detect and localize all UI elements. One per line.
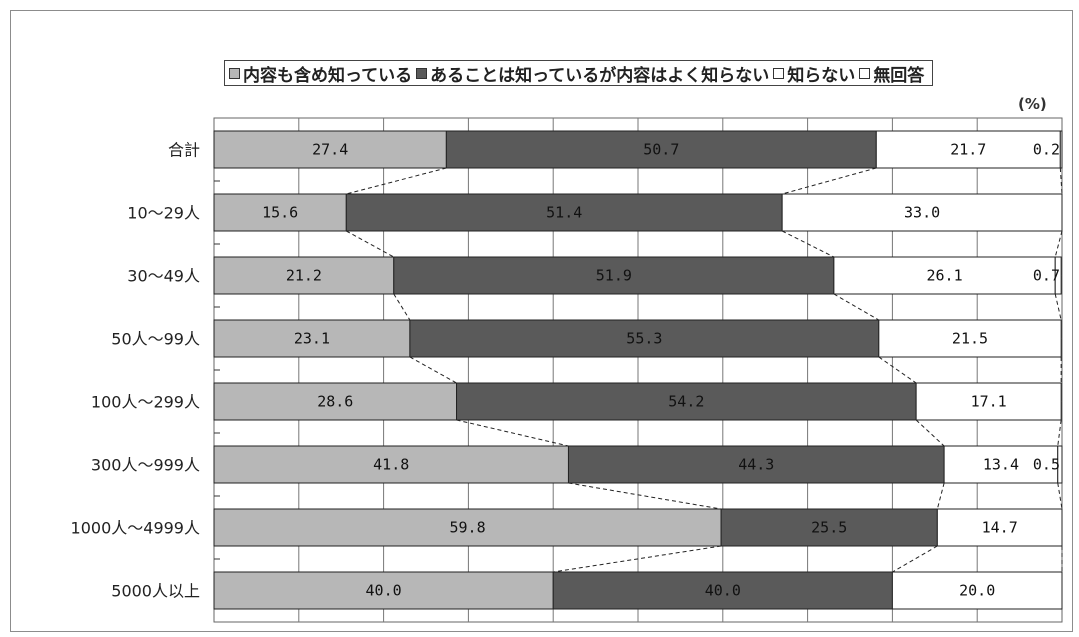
connector-line [346, 167, 447, 195]
data-label: 51.4 [546, 204, 582, 222]
connector-line [782, 167, 877, 195]
data-label: 20.0 [959, 582, 995, 600]
connector-line [346, 230, 395, 258]
legend-item-unknown: 知らない [773, 61, 855, 86]
unit-label: (%) [1018, 95, 1047, 113]
connector-lines [346, 167, 1063, 573]
bar-segment [213, 319, 411, 358]
chart-frame [10, 10, 1073, 632]
legend-swatch-known-content [229, 67, 240, 79]
bar-segment [1057, 445, 1063, 484]
data-label: 27.4 [312, 141, 348, 159]
bar-segment [875, 130, 1061, 169]
data-label: 15.6 [262, 204, 298, 222]
bar-segment [1054, 256, 1062, 295]
connector-line [1054, 230, 1063, 258]
category-label: 5000人以上 [111, 582, 200, 601]
bar-segment [213, 193, 347, 232]
bar-segment [456, 382, 917, 421]
data-label: 41.8 [373, 456, 409, 474]
data-label: 25.5 [811, 519, 847, 537]
legend-item-known-content: 内容も含め知っている [229, 61, 412, 86]
bar-segment [781, 193, 1063, 232]
data-label: 0.2 [1033, 141, 1060, 159]
category-label: 300人～999人 [91, 456, 200, 475]
data-label: 26.1 [926, 267, 962, 285]
connector-line [409, 356, 457, 384]
category-label: 合計 [168, 141, 200, 160]
bar-segment [213, 445, 569, 484]
connector-line [393, 293, 411, 321]
data-label: 0.5 [1033, 456, 1060, 474]
legend-label-no-answer: 無回答 [873, 65, 925, 86]
bar-segment [213, 256, 395, 295]
category-label: 10～29人 [127, 204, 200, 223]
data-label: 44.3 [738, 456, 774, 474]
bar-segment [213, 382, 458, 421]
data-label: 21.7 [950, 141, 986, 159]
connector-line [781, 230, 835, 258]
bar-segment [891, 571, 1063, 610]
data-label: 33.0 [904, 204, 940, 222]
data-label: 40.0 [366, 582, 402, 600]
legend-label-known-content: 内容も含め知っている [243, 65, 413, 86]
data-label: 59.8 [449, 519, 485, 537]
connector-line [1059, 167, 1063, 195]
legend-item-no-answer: 無回答 [859, 61, 924, 86]
connector-line [878, 356, 917, 384]
bar-segment [878, 319, 1062, 358]
connector-line [1054, 293, 1062, 321]
data-label: 21.5 [952, 330, 988, 348]
bar-segment [213, 508, 722, 547]
data-label: 40.0 [705, 582, 741, 600]
connector-line [915, 419, 945, 447]
connector-line [1057, 482, 1063, 510]
data-label: 21.2 [286, 267, 322, 285]
category-label: 100人～299人 [91, 393, 200, 412]
data-label: 54.2 [668, 393, 704, 411]
data-label: 0.7 [1033, 267, 1060, 285]
bar-segment [345, 193, 783, 232]
legend-label-known-existence: あることは知っているが内容はよく知らない [430, 65, 770, 86]
data-label: 14.7 [982, 519, 1018, 537]
category-label: 1000人～4999人 [71, 519, 200, 538]
bar-segment [213, 130, 447, 169]
bar-segment [936, 508, 1063, 547]
bar-segment [393, 256, 835, 295]
data-labels: 27.4 50.7 21.7 0.2 15.6 51.4 33.0 21.2 51.9 26.1 0… [262, 141, 1060, 600]
data-label: 13.4 [983, 456, 1019, 474]
bar-segment [1059, 130, 1063, 169]
bar-segment [213, 571, 554, 610]
legend-label-unknown: 知らない [787, 65, 856, 86]
data-label: 55.3 [626, 330, 662, 348]
connector-line [892, 545, 938, 573]
data-label: 17.1 [971, 393, 1007, 411]
connector-line [1057, 419, 1062, 447]
data-label: 28.6 [317, 393, 353, 411]
legend-swatch-known-existence [416, 67, 428, 79]
data-label: 23.1 [294, 330, 330, 348]
connector-line [833, 293, 880, 321]
data-label: 50.7 [643, 141, 679, 159]
category-label: 30～49人 [127, 267, 200, 286]
bars [213, 130, 1063, 610]
connector-line [553, 545, 722, 573]
bar-segment [409, 319, 880, 358]
bar-segment [445, 130, 877, 169]
bar-segment [833, 256, 1056, 295]
connector-line [456, 419, 569, 447]
legend-swatch-no-answer [859, 67, 871, 79]
data-label: 51.9 [596, 267, 632, 285]
bar-segment [552, 571, 893, 610]
connector-line [936, 482, 945, 510]
connector-line [568, 482, 722, 510]
bar-segment [915, 382, 1062, 421]
legend: 内容も含め知っている あることは知っているが内容はよく知らない 知らない 無回答 [224, 60, 934, 86]
legend-item-known-existence: あることは知っているが内容はよく知らない [416, 61, 769, 86]
category-label: 50人～99人 [111, 330, 200, 349]
category-labels: 合計 10～29人 30～49人 50人～99人 100人～299人 300人～999人 1… [71, 141, 200, 601]
legend-swatch-unknown [773, 67, 785, 79]
